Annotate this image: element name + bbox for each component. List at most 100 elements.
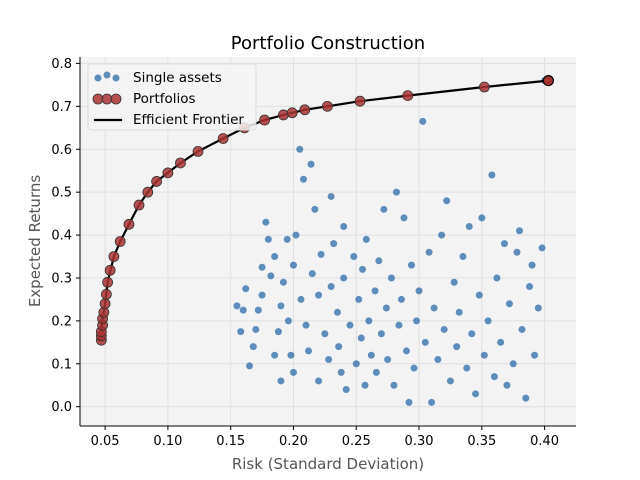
- single-asset-point: [365, 317, 373, 325]
- legend-entry-efficient-frontier: Efficient Frontier: [94, 112, 244, 128]
- single-asset-point: [246, 362, 254, 370]
- y-tick-label: 0.2: [51, 314, 72, 329]
- single-asset-point: [289, 368, 297, 376]
- single-asset-point: [267, 272, 275, 280]
- portfolio-point: [478, 81, 490, 93]
- y-tick-label: 0.8: [51, 57, 72, 72]
- x-tick-label: 0.35: [467, 434, 496, 449]
- single-asset-point: [513, 248, 521, 256]
- single-asset-point: [421, 338, 429, 346]
- single-asset-point: [237, 328, 245, 336]
- chart-title: Portfolio Construction: [231, 33, 425, 54]
- y-tick-label: 0.3: [51, 271, 72, 286]
- legend-box: [87, 63, 257, 131]
- single-asset-point: [443, 197, 451, 205]
- single-asset-point: [522, 394, 530, 402]
- single-asset-point: [503, 381, 511, 389]
- single-asset-point: [254, 306, 262, 314]
- single-asset-point: [528, 261, 536, 269]
- legend-label-portfolios: Portfolios: [133, 91, 196, 107]
- single-asset-point: [239, 306, 247, 314]
- single-asset-point: [289, 261, 297, 269]
- single-asset-point: [279, 278, 287, 286]
- single-asset-point: [327, 283, 335, 291]
- portfolio-point: [142, 186, 154, 198]
- single-asset-point: [297, 295, 305, 303]
- single-asset-point: [346, 321, 354, 329]
- legend-label-single-assets: Single assets: [133, 70, 222, 86]
- single-asset-point: [335, 343, 343, 351]
- y-axis-label: Expected Returns: [26, 175, 44, 308]
- portfolio-point: [104, 264, 116, 276]
- single-asset-point: [397, 295, 405, 303]
- single-asset-point: [305, 347, 313, 355]
- single-asset-point: [377, 330, 385, 338]
- x-tick-label: 0.10: [153, 434, 182, 449]
- single-asset-point: [413, 317, 421, 325]
- x-tick-label: 0.20: [279, 434, 308, 449]
- single-asset-point: [480, 351, 488, 359]
- single-asset-point: [296, 145, 304, 153]
- single-asset-point: [357, 334, 365, 342]
- x-tick-label: 0.15: [216, 434, 245, 449]
- single-asset-point: [450, 278, 458, 286]
- single-asset-point: [327, 192, 335, 200]
- single-asset-point: [505, 300, 513, 308]
- portfolios-series: [95, 74, 554, 346]
- portfolio-point: [151, 176, 162, 187]
- single-asset-point: [308, 270, 316, 278]
- single-asset-point: [415, 287, 423, 295]
- single-asset-point: [333, 308, 341, 316]
- single-asset-point: [355, 295, 363, 303]
- legend: Single assets Portfolios Efficient Front…: [87, 63, 257, 131]
- x-tick-label: 0.40: [530, 434, 559, 449]
- single-asset-point: [430, 304, 438, 312]
- single-asset-point: [455, 308, 463, 316]
- single-asset-point: [292, 231, 300, 239]
- single-asset-point: [400, 214, 408, 222]
- single-asset-point: [342, 386, 350, 394]
- legend-marker-portfolios: [101, 93, 113, 105]
- single-asset-point: [367, 351, 375, 359]
- single-asset-point: [488, 171, 496, 179]
- legend-marker-portfolios: [92, 93, 104, 105]
- single-asset-point: [359, 265, 367, 273]
- single-asset-point: [372, 368, 380, 376]
- single-asset-point: [438, 231, 446, 239]
- single-asset-point: [459, 253, 467, 261]
- single-asset-point: [249, 343, 257, 351]
- single-asset-point: [258, 291, 266, 299]
- single-asset-point: [371, 287, 379, 295]
- single-asset-point: [465, 222, 473, 230]
- legend-marker-portfolios: [110, 93, 122, 105]
- single-asset-point: [350, 253, 358, 261]
- single-asset-point: [274, 328, 282, 336]
- single-asset-point: [515, 227, 523, 235]
- single-asset-point: [518, 325, 526, 333]
- y-tick-label: 0.4: [51, 229, 72, 244]
- portfolio-point: [542, 74, 554, 87]
- single-asset-point: [410, 364, 418, 372]
- portfolio-point: [100, 288, 112, 300]
- single-asset-point: [497, 338, 505, 346]
- single-asset-point: [380, 205, 388, 213]
- single-asset-point: [287, 351, 295, 359]
- single-asset-point: [509, 360, 517, 368]
- single-asset-point: [484, 317, 492, 325]
- y-tick-label: 0.0: [51, 400, 72, 415]
- single-asset-point: [402, 347, 410, 355]
- single-asset-point: [490, 373, 498, 381]
- legend-marker-single-assets: [112, 74, 120, 82]
- single-asset-point: [271, 253, 279, 261]
- single-asset-point: [428, 398, 436, 406]
- portfolio-point: [278, 109, 289, 121]
- y-tick-label: 0.7: [51, 100, 72, 115]
- legend-entry-single-assets: Single assets: [94, 70, 222, 86]
- legend-marker-single-assets: [103, 71, 111, 79]
- x-tick-label: 0.25: [342, 434, 371, 449]
- single-asset-point: [375, 257, 383, 265]
- single-asset-point: [392, 188, 400, 196]
- x-axis-label: Risk (Standard Deviation): [232, 455, 424, 473]
- portfolio-point: [108, 251, 120, 262]
